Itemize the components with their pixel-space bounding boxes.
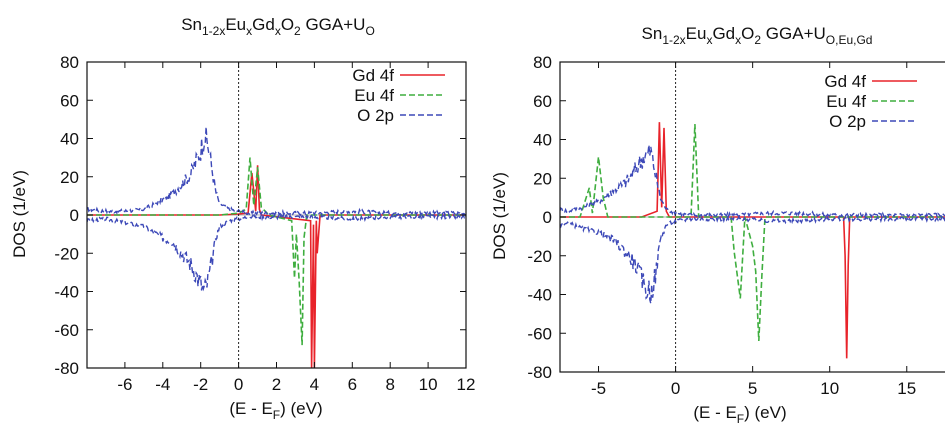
gd-4f-line [560, 122, 945, 359]
right-panel: Sn1-2xEuxGdxO2 GGA+UO,Eu,Gd DOS (1/eV) (… [490, 24, 945, 426]
o-2p-spin-up-line [87, 126, 466, 218]
x-tick-label: 10 [419, 375, 438, 394]
o-2p-spin-down-line [87, 212, 466, 292]
left-xlabel-pre: (E - E [229, 399, 272, 418]
x-tick-label: -5 [591, 379, 606, 398]
x-tick-label: 6 [348, 375, 357, 394]
left-title-sub-3: x [275, 24, 281, 38]
x-tick-label: 4 [310, 375, 319, 394]
y-tick-label: -20 [54, 244, 79, 263]
left-panel: Sn1-2xEuxGdxO2 GGA+UO DOS (1/eV) (E - EF… [10, 15, 475, 422]
right-title-eu: Eu [686, 24, 707, 43]
right-title-method: GGA+U [761, 24, 826, 43]
left-title-sn: Sn [181, 15, 202, 34]
x-tick-label: 12 [457, 375, 476, 394]
y-tick-label: 80 [533, 53, 552, 72]
left-title-sub-2: x [246, 24, 252, 38]
y-tick-label: 20 [533, 169, 552, 188]
left-title-eu: Eu [225, 15, 246, 34]
legend-label: Gd 4f [352, 66, 394, 85]
right-title-sub-2: x [706, 33, 712, 47]
y-tick-label: -20 [527, 247, 552, 266]
left-title-sub-1: 1-2x [202, 24, 225, 38]
x-tick-label: -4 [155, 375, 170, 394]
y-tick-label: 40 [533, 131, 552, 150]
legend-label: Gd 4f [824, 72, 866, 91]
x-tick-label: 10 [820, 379, 839, 398]
x-tick-label: 15 [897, 379, 916, 398]
x-tick-label: 0 [234, 375, 243, 394]
right-xlabel-sub: F [737, 412, 744, 426]
o-2p-spin-up-line [560, 144, 945, 220]
right-title-sub-4: 2 [754, 33, 761, 47]
y-tick-label: -80 [54, 359, 79, 378]
legend-label: Eu 4f [354, 86, 394, 105]
y-tick-label: 80 [60, 53, 79, 72]
x-tick-label: -6 [117, 375, 132, 394]
y-tick-label: 0 [543, 208, 552, 227]
left-y-axis-label: DOS (1/eV) [10, 170, 29, 258]
left-title-o: O [281, 15, 294, 34]
legend-label: O 2p [829, 112, 866, 131]
x-tick-label: 5 [748, 379, 757, 398]
right-axes: 80 60 40 20 0 -20 -40 -60 -80 -5 0 5 10 15 [527, 53, 945, 398]
left-title-sub-4: 2 [294, 24, 301, 38]
gd-4f-line [87, 165, 466, 368]
left-title-sub-5: O [365, 24, 374, 38]
left-xlabel-sub: F [273, 408, 280, 422]
y-tick-label: 60 [60, 91, 79, 110]
x-tick-label: -2 [193, 375, 208, 394]
right-title-sub-1: 1-2x [662, 33, 685, 47]
right-xlabel-pre: (E - E [693, 403, 736, 422]
right-title-sub-3: x [735, 33, 741, 47]
eu-4f-line [560, 123, 945, 342]
o-2p-spin-down-line [560, 214, 945, 304]
y-tick-label: 60 [533, 92, 552, 111]
left-xlabel-post: ) (eV) [280, 399, 323, 418]
y-tick-label: -60 [54, 321, 79, 340]
x-tick-label: 8 [385, 375, 394, 394]
x-tick-label: 0 [671, 379, 680, 398]
right-title-sub-5: O,Eu,Gd [826, 33, 873, 47]
left-title-method: GGA+U [301, 15, 366, 34]
right-title-gd: Gd [712, 24, 735, 43]
y-tick-label: 20 [60, 168, 79, 187]
left-title-gd: Gd [252, 15, 275, 34]
y-tick-label: 40 [60, 130, 79, 149]
right-title-o: O [741, 24, 754, 43]
legend-label: Eu 4f [826, 92, 866, 111]
y-tick-label: -40 [527, 286, 552, 305]
eu-4f-line [87, 157, 466, 346]
y-tick-label: -60 [527, 324, 552, 343]
right-chart-title: Sn1-2xEuxGdxO2 GGA+UO,Eu,Gd [642, 24, 873, 47]
left-x-axis-label: (E - EF) (eV) [229, 399, 322, 422]
right-plot-lines [560, 122, 945, 359]
right-y-axis-label: DOS (1/eV) [490, 172, 509, 260]
right-title-sn: Sn [642, 24, 663, 43]
legend-label: O 2p [357, 106, 394, 125]
y-tick-label: 0 [70, 206, 79, 225]
y-tick-label: -40 [54, 283, 79, 302]
right-xlabel-post: ) (eV) [744, 403, 787, 422]
left-plot-lines [87, 126, 466, 368]
x-tick-label: 2 [272, 375, 281, 394]
y-tick-label: -80 [527, 363, 552, 382]
right-x-axis-label: (E - EF) (eV) [693, 403, 786, 426]
left-chart-title: Sn1-2xEuxGdxO2 GGA+UO [181, 15, 375, 38]
